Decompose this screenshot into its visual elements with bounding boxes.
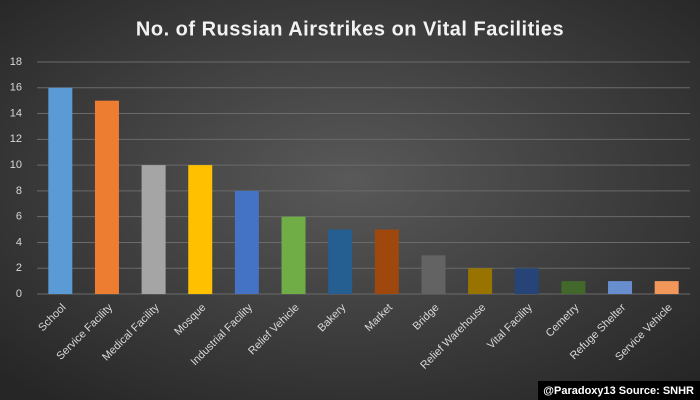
y-tick-label: 12 xyxy=(10,133,22,145)
y-tick-label: 10 xyxy=(10,159,22,171)
chart-title: No. of Russian Airstrikes on Vital Facil… xyxy=(136,18,564,40)
bar xyxy=(328,229,353,294)
bar xyxy=(468,268,493,294)
y-tick-label: 2 xyxy=(16,262,22,274)
y-tick-label: 0 xyxy=(16,288,22,300)
source: @Paradoxy13 Source: SNHR xyxy=(543,385,694,397)
bar xyxy=(374,229,399,294)
y-tick-label: 16 xyxy=(10,82,22,94)
y-tick-label: 4 xyxy=(16,236,22,248)
bar xyxy=(141,165,166,294)
bar xyxy=(94,100,119,295)
bar xyxy=(188,165,213,294)
bar xyxy=(561,281,586,294)
bar xyxy=(48,87,73,295)
y-tick-label: 14 xyxy=(10,107,22,119)
bar xyxy=(514,268,539,294)
source-box xyxy=(538,381,700,400)
bar xyxy=(234,190,259,294)
bar xyxy=(281,216,306,294)
bar xyxy=(421,255,446,294)
y-tick-label: 18 xyxy=(10,56,22,68)
y-tick-label: 8 xyxy=(16,185,22,197)
y-tick-label: 6 xyxy=(16,211,22,223)
bar xyxy=(608,281,633,294)
bar xyxy=(654,281,679,294)
